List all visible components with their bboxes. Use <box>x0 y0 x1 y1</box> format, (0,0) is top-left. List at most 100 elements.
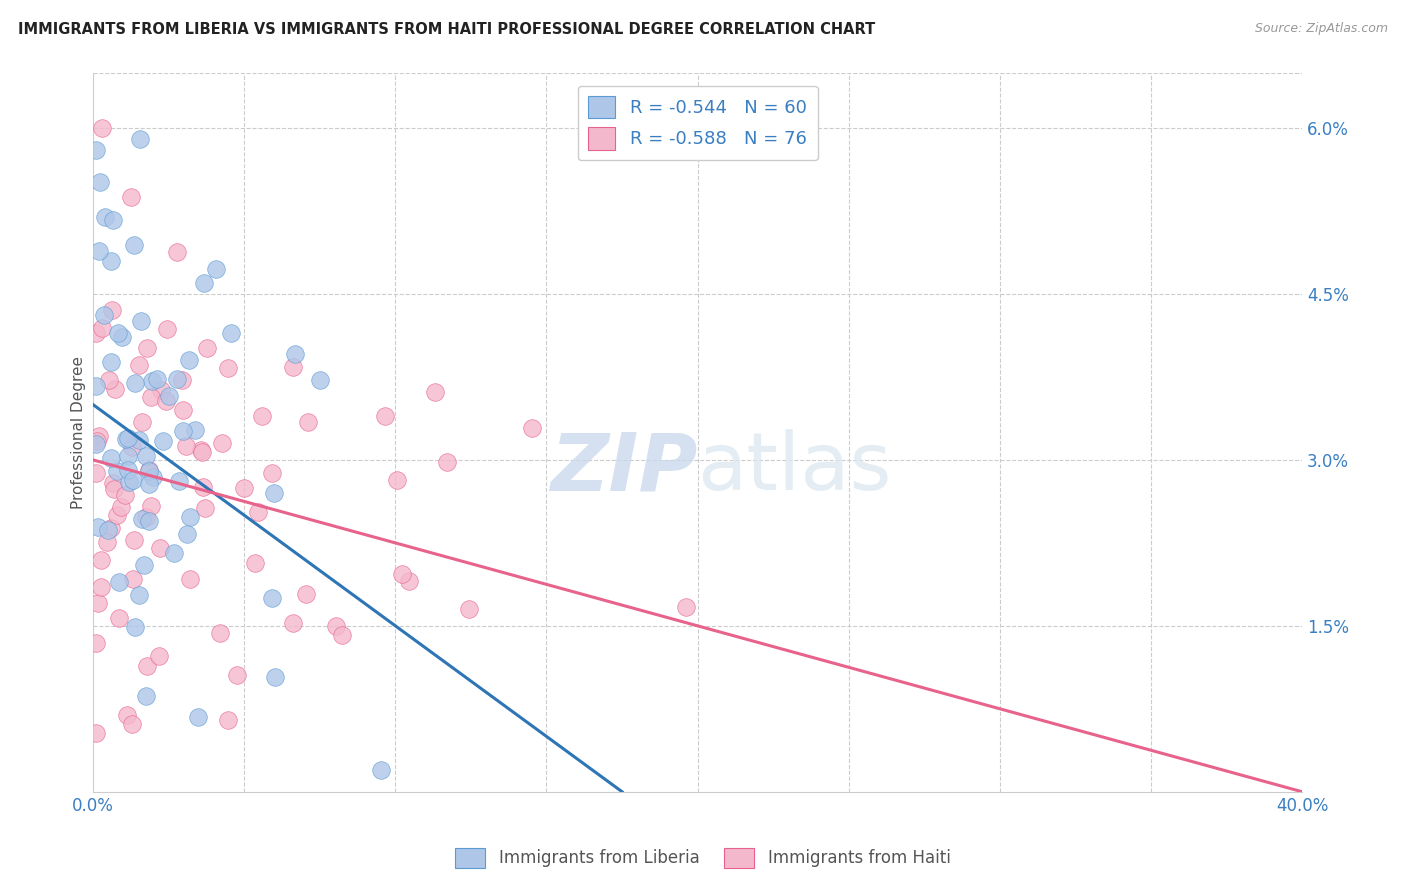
Point <box>103 482 125 496</box>
Point <box>86 596 108 610</box>
Point <box>172 424 194 438</box>
Point <box>155 394 177 409</box>
Point <box>219 326 242 341</box>
Point <box>136 341 159 355</box>
Point <box>128 433 150 447</box>
Text: ZIP: ZIP <box>550 429 697 508</box>
Point <box>194 500 217 515</box>
Point <box>284 347 307 361</box>
Point <box>121 717 143 731</box>
Point <box>100 521 122 535</box>
Point <box>163 546 186 560</box>
Point <box>179 572 201 586</box>
Point <box>122 238 145 252</box>
Point <box>325 619 347 633</box>
Point <box>131 512 153 526</box>
Point <box>152 434 174 448</box>
Point <box>226 668 249 682</box>
Point <box>135 449 157 463</box>
Point <box>166 245 188 260</box>
Point <box>281 360 304 375</box>
Point <box>114 488 136 502</box>
Point <box>374 409 396 423</box>
Point <box>84 466 107 480</box>
Point <box>94 210 117 224</box>
Point <box>96 535 118 549</box>
Point <box>118 475 141 489</box>
Point <box>190 442 212 457</box>
Point <box>174 439 197 453</box>
Point <box>117 431 139 445</box>
Point <box>263 670 285 684</box>
Point <box>247 505 270 519</box>
Point <box>142 470 165 484</box>
Point <box>436 455 458 469</box>
Text: Source: ZipAtlas.com: Source: ZipAtlas.com <box>1254 22 1388 36</box>
Point <box>166 372 188 386</box>
Point <box>262 591 284 606</box>
Point <box>121 440 143 454</box>
Point <box>260 466 283 480</box>
Point <box>149 383 172 397</box>
Point <box>191 445 214 459</box>
Point <box>135 689 157 703</box>
Point <box>176 526 198 541</box>
Point <box>122 473 145 487</box>
Point <box>179 352 201 367</box>
Point <box>108 611 131 625</box>
Point <box>172 403 194 417</box>
Point <box>179 509 201 524</box>
Point <box>138 463 160 477</box>
Point <box>135 509 157 524</box>
Point <box>167 474 190 488</box>
Point <box>263 486 285 500</box>
Point <box>330 628 353 642</box>
Point <box>141 499 163 513</box>
Point <box>100 254 122 268</box>
Point <box>84 635 107 649</box>
Point <box>136 659 159 673</box>
Point <box>115 708 138 723</box>
Point <box>121 189 143 203</box>
Point <box>391 566 413 581</box>
Point <box>122 533 145 548</box>
Point <box>87 519 110 533</box>
Point <box>520 421 543 435</box>
Point <box>100 450 122 465</box>
Point <box>90 580 112 594</box>
Point <box>124 376 146 390</box>
Point <box>205 262 228 277</box>
Point <box>370 763 392 777</box>
Point <box>91 121 114 136</box>
Point <box>107 326 129 340</box>
Point <box>84 144 107 158</box>
Point <box>423 384 446 399</box>
Point <box>232 482 254 496</box>
Point <box>101 302 124 317</box>
Point <box>100 355 122 369</box>
Point <box>105 464 128 478</box>
Point <box>138 477 160 491</box>
Point <box>217 714 239 728</box>
Y-axis label: Professional Degree: Professional Degree <box>72 356 86 508</box>
Point <box>131 415 153 429</box>
Point <box>157 389 180 403</box>
Point <box>156 322 179 336</box>
Legend: R = -0.544   N = 60, R = -0.588   N = 76: R = -0.544 N = 60, R = -0.588 N = 76 <box>578 86 818 161</box>
Point <box>104 382 127 396</box>
Point <box>195 341 218 355</box>
Point <box>84 326 107 341</box>
Point <box>211 435 233 450</box>
Point <box>117 450 139 464</box>
Point <box>250 409 273 423</box>
Point <box>146 372 169 386</box>
Point <box>86 434 108 449</box>
Point <box>108 574 131 589</box>
Point <box>105 508 128 522</box>
Point <box>191 480 214 494</box>
Point <box>128 358 150 372</box>
Point <box>84 379 107 393</box>
Point <box>148 649 170 664</box>
Point <box>97 373 120 387</box>
Point <box>101 475 124 490</box>
